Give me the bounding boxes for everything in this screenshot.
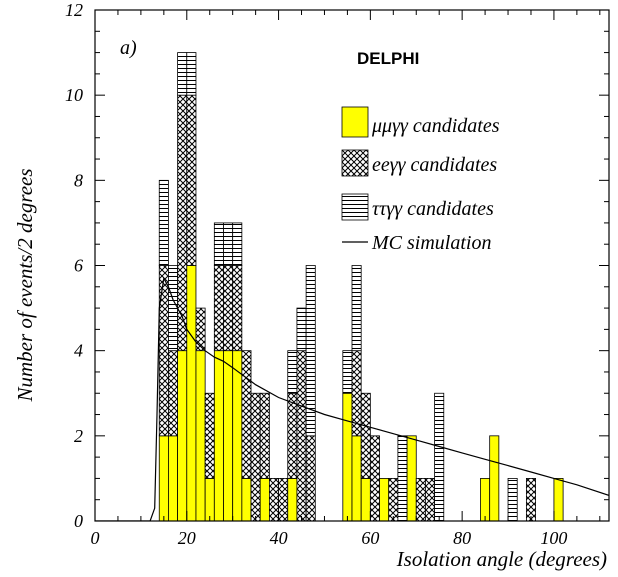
y-axis-label: Number of events/2 degrees — [13, 168, 37, 402]
bar-tautau — [305, 265, 316, 437]
legend-swatch-tautau — [341, 193, 369, 221]
legend-swatch-mumu — [341, 106, 369, 138]
bar-mumu — [223, 350, 234, 521]
bar-ee — [158, 265, 169, 437]
x-tick-label: 40 — [270, 528, 288, 548]
bar-mumu — [195, 350, 206, 521]
bar-ee — [259, 392, 270, 479]
bar-mumu — [489, 435, 500, 521]
y-tick-label: 2 — [74, 426, 83, 446]
bar-ee — [232, 265, 243, 352]
bar-mumu — [406, 435, 417, 521]
y-tick-label: 6 — [74, 256, 83, 276]
legend-swatch-ee — [341, 149, 369, 177]
bar-mumu — [360, 478, 371, 521]
bar-ee — [360, 392, 371, 479]
bar-tautau — [351, 265, 362, 352]
bar-mumu — [213, 350, 224, 521]
bar-mumu — [287, 478, 298, 521]
bar-ee — [168, 350, 179, 437]
bar-ee — [195, 307, 206, 352]
bar-ee — [369, 435, 380, 521]
bar-mumu — [204, 478, 215, 521]
mc-simulation-curve — [95, 276, 609, 521]
bar-mumu — [158, 435, 169, 521]
bar-ee — [213, 265, 224, 352]
x-axis-label: Isolation angle (degrees) — [396, 547, 607, 571]
bar-tautau — [296, 307, 307, 352]
bar-ee — [287, 392, 298, 479]
x-tick-label: 20 — [178, 528, 196, 548]
legend-label-tautau: ττγγ candidates — [372, 198, 494, 220]
bar-mumu — [232, 350, 243, 521]
bar-ee — [388, 478, 399, 521]
y-tick-label: 12 — [65, 0, 83, 20]
bar-mumu — [480, 478, 491, 521]
bar-tautau — [507, 478, 518, 521]
bar-ee — [305, 435, 316, 521]
bar-tautau — [213, 222, 224, 266]
x-tick-label: 100 — [540, 528, 567, 548]
bar-ee — [241, 350, 252, 479]
bar-tautau — [232, 222, 243, 266]
bar-ee — [177, 94, 188, 352]
y-tick-label: 0 — [74, 511, 83, 531]
bar-ee — [296, 350, 307, 521]
bar-ee — [204, 392, 215, 479]
bar-mumu — [177, 350, 188, 521]
bar-ee — [525, 478, 536, 521]
x-tick-label: 80 — [453, 528, 471, 548]
bar-tautau — [287, 350, 298, 394]
panel-label: a) — [120, 37, 137, 59]
bar-mumu — [241, 478, 252, 521]
bar-tautau — [434, 392, 445, 521]
legend-label-mc: MC simulation — [371, 232, 491, 254]
x-tick-label: 0 — [91, 528, 100, 548]
mc-simulation-layer — [95, 276, 609, 521]
x-tick-label: 60 — [361, 528, 379, 548]
bar-mumu — [259, 478, 270, 521]
y-tick-label: 4 — [74, 341, 83, 361]
bar-tautau — [397, 435, 408, 521]
histogram-bars — [158, 52, 564, 521]
bar-tautau — [223, 222, 234, 266]
bar-mumu — [186, 265, 197, 521]
bar-ee — [223, 265, 234, 352]
legend: μμγγ candidates eeγγ candidates ττγγ can… — [341, 106, 500, 254]
bar-mumu — [351, 435, 362, 521]
bar-tautau — [177, 52, 188, 96]
bar-tautau — [168, 265, 179, 352]
experiment-label: DELPHI — [357, 49, 419, 68]
bar-mumu — [168, 435, 179, 521]
y-tick-label: 8 — [74, 170, 83, 190]
bar-ee — [278, 478, 289, 521]
legend-label-ee: eeγγ candidates — [372, 154, 497, 176]
axis-ticks: 0 20 40 60 80 100 0 2 4 6 8 10 12 — [65, 0, 609, 548]
bar-ee — [268, 478, 279, 521]
bar-tautau — [342, 350, 353, 394]
bar-mumu — [379, 478, 390, 521]
bar-tautau — [158, 179, 169, 266]
bar-ee — [425, 478, 436, 521]
bar-ee — [250, 392, 261, 521]
bar-mumu — [342, 392, 353, 521]
bar-tautau — [186, 52, 197, 96]
bar-ee — [186, 94, 197, 266]
bar-ee — [415, 478, 426, 521]
legend-label-mumu: μμγγ candidates — [371, 115, 500, 137]
y-tick-label: 10 — [65, 85, 83, 105]
bar-mumu — [553, 478, 564, 521]
